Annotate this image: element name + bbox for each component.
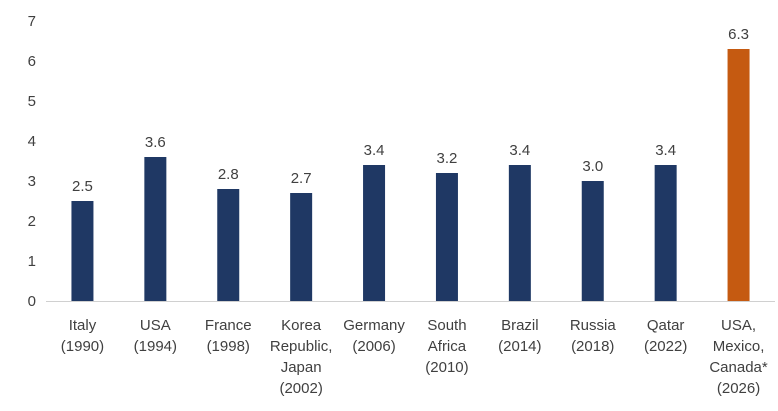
bars bbox=[71, 49, 750, 301]
y-tick-label: 4 bbox=[28, 133, 36, 150]
data-label: 2.8 bbox=[218, 166, 239, 183]
category-label: Italy (1990) bbox=[61, 317, 104, 355]
data-label: 6.3 bbox=[728, 26, 749, 43]
bar bbox=[363, 165, 386, 301]
data-label: 3.2 bbox=[437, 150, 458, 167]
y-axis: 0 1 2 3 4 5 6 7 bbox=[28, 13, 36, 310]
category-label: Russia (2018) bbox=[570, 317, 617, 355]
data-label: 3.4 bbox=[509, 142, 530, 159]
data-label: 3.4 bbox=[655, 142, 676, 159]
category-label: Korea Republic, Japan (2002) bbox=[270, 317, 333, 397]
data-label: 2.5 bbox=[72, 178, 93, 195]
y-tick-label: 3 bbox=[28, 173, 36, 190]
category-label: Qatar (2022) bbox=[644, 317, 687, 355]
y-tick-label: 1 bbox=[28, 253, 36, 270]
data-label: 2.7 bbox=[291, 170, 312, 187]
bar bbox=[435, 173, 458, 301]
y-tick-label: 7 bbox=[28, 13, 36, 30]
data-labels: 2.5 3.6 2.8 2.7 3.4 3.2 3.4 3.0 3.4 6.3 bbox=[72, 26, 749, 195]
category-label: South Africa (2010) bbox=[425, 317, 468, 376]
bar bbox=[71, 201, 94, 301]
category-label: USA, Mexico, Canada* (2026) bbox=[709, 317, 768, 397]
data-label: 3.4 bbox=[364, 142, 385, 159]
y-tick-label: 5 bbox=[28, 93, 36, 110]
y-tick-label: 0 bbox=[28, 293, 36, 310]
data-label: 3.0 bbox=[582, 158, 603, 175]
bar bbox=[217, 189, 240, 301]
category-labels: Italy (1990) USA (1994) France (1998) Korea Rep… bbox=[61, 317, 768, 397]
bar bbox=[144, 157, 167, 301]
bar bbox=[508, 165, 531, 301]
bar bbox=[581, 181, 604, 301]
y-tick-label: 2 bbox=[28, 213, 36, 230]
category-label: USA (1994) bbox=[134, 317, 177, 355]
category-label: Germany (2006) bbox=[343, 317, 405, 355]
data-label: 3.6 bbox=[145, 134, 166, 151]
bar bbox=[654, 165, 677, 301]
bar bbox=[727, 49, 750, 301]
y-tick-label: 6 bbox=[28, 53, 36, 70]
category-label: Brazil (2014) bbox=[498, 317, 541, 355]
bar bbox=[290, 193, 313, 301]
category-label: France (1998) bbox=[205, 317, 252, 355]
